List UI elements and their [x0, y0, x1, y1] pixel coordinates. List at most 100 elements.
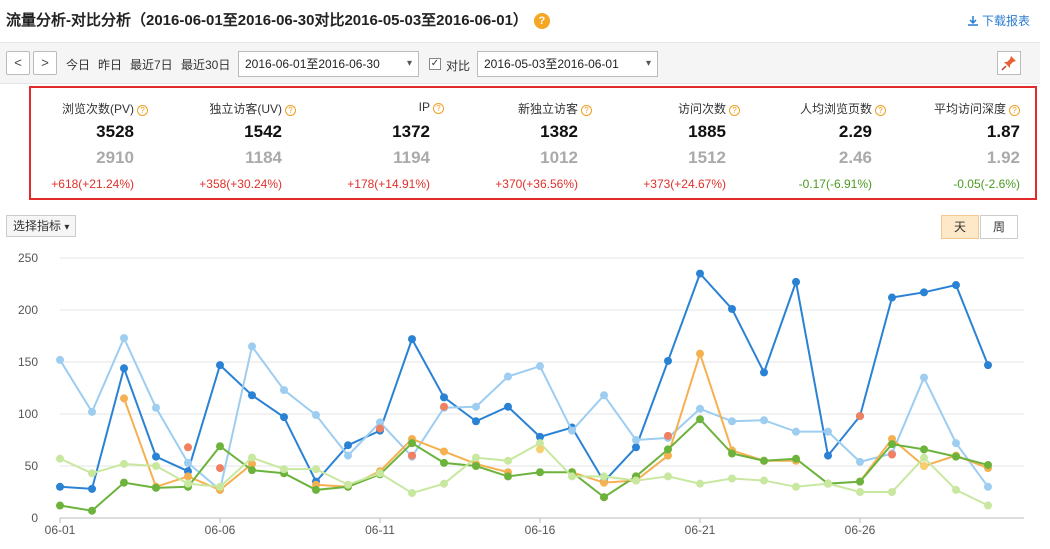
series-5-point [888, 488, 896, 496]
series-2-point [856, 412, 864, 421]
series-5-point [536, 439, 544, 448]
chevron-down-icon: ▾ [645, 58, 651, 69]
date-toolbar: < > 今日 昨日 最近7日 最近30日 2016-06-01至2016-06-… [0, 42, 1040, 84]
metric-label: 访问次数? [678, 100, 740, 117]
x-tick-label: 06-16 [525, 523, 556, 537]
series-5-point [248, 453, 256, 462]
pin-icon [1001, 56, 1016, 71]
help-icon[interactable]: ? [875, 105, 886, 116]
metric-previous-value: 1184 [245, 148, 282, 167]
series-0-point [248, 391, 256, 400]
download-report-link[interactable]: 下载报表 [967, 12, 1030, 29]
y-tick-label: 150 [18, 355, 38, 369]
metric-current-value: 1885 [688, 122, 726, 141]
series-3-point [696, 349, 704, 358]
series-1-point [120, 334, 128, 343]
series-2-point [888, 450, 896, 459]
help-icon[interactable]: ? [137, 105, 148, 116]
series-5-point [376, 469, 384, 478]
granularity-week-button[interactable]: 周 [980, 215, 1018, 239]
metric-change: +358(+30.24%) [199, 177, 282, 191]
quick-range-30days[interactable]: 最近30日 [181, 58, 231, 72]
series-0-point [536, 432, 544, 441]
metric-change: +373(+24.67%) [643, 177, 726, 191]
series-0-point [824, 451, 832, 460]
series-6-point [536, 445, 544, 454]
x-tick-label: 06-21 [685, 523, 716, 537]
series-0-point [984, 361, 992, 370]
series-5-point [88, 469, 96, 478]
series-1-point [728, 417, 736, 426]
metric-current-value: 1382 [540, 122, 578, 141]
metric-visit-depth: 平均访问深度? 1.87 1.92 -0.05(-2.6%) [886, 88, 1034, 198]
help-icon[interactable]: ? [533, 13, 550, 29]
series-0-point [88, 484, 96, 493]
series-1-point [184, 458, 192, 467]
help-icon[interactable]: ? [1009, 105, 1020, 116]
series-5-point [920, 453, 928, 462]
x-tick-label: 06-11 [365, 523, 395, 537]
series-0-point [728, 304, 736, 313]
compare-label: 对比 [446, 59, 471, 73]
series-5-point [56, 454, 64, 463]
date-range-select[interactable]: 2016-06-01至2016-06-30 ▾ [238, 51, 419, 77]
help-icon[interactable]: ? [729, 105, 740, 116]
series-1-point [376, 418, 384, 427]
series-4-point [56, 501, 64, 510]
metric-previous-value: 1.92 [986, 148, 1020, 167]
series-1-point [248, 342, 256, 351]
series-5-point [120, 459, 128, 468]
series-4-point [312, 485, 320, 494]
series-1-point [824, 427, 832, 436]
help-icon[interactable]: ? [285, 105, 296, 116]
x-tick-label: 06-01 [45, 523, 76, 537]
page-title: 流量分析-对比分析（2016-06-01至2016-06-30对比2016-05… [6, 9, 550, 30]
quick-range-7days[interactable]: 最近7日 [130, 58, 173, 72]
download-label: 下载报表 [981, 14, 1030, 28]
metric-label: 平均访问深度? [934, 100, 1020, 117]
series-1-point [280, 386, 288, 395]
metric-current-value: 3528 [96, 122, 134, 141]
series-0-point [440, 393, 448, 402]
pin-button[interactable] [997, 51, 1021, 75]
metric-current-value: 1.87 [986, 122, 1020, 141]
series-4-point [504, 472, 512, 481]
series-2-point [408, 451, 416, 460]
metric-visits: 访问次数? 1885 1512 +373(+24.67%) [592, 88, 740, 198]
page-title-text: 流量分析-对比分析（2016-06-01至2016-06-30对比2016-05… [6, 12, 528, 29]
select-indicator-dropdown[interactable]: 选择指标 ▾ [6, 215, 77, 237]
metric-label: 独立访客(UV)? [209, 100, 296, 117]
prev-period-button[interactable]: < [6, 51, 30, 75]
metric-previous-value: 1012 [540, 148, 578, 167]
series-0-point [696, 269, 704, 278]
series-1-point [984, 482, 992, 491]
series-2-point [440, 402, 448, 411]
chevron-down-icon: ▾ [406, 58, 412, 69]
series-4-point [856, 477, 864, 486]
series-5-point [792, 482, 800, 491]
quick-range-today[interactable]: 今日 [66, 58, 91, 72]
series-5-point [600, 472, 608, 481]
metric-label: IP? [419, 100, 444, 114]
y-tick-label: 250 [18, 251, 38, 265]
series-4-point [440, 458, 448, 467]
y-tick-label: 200 [18, 303, 38, 317]
series-4-point [696, 415, 704, 424]
metric-previous-value: 2.46 [838, 148, 872, 167]
date-range-value: 2016-06-01至2016-06-30 [245, 57, 380, 71]
help-icon[interactable]: ? [581, 105, 592, 116]
series-4-point [952, 452, 960, 461]
series-0-point [888, 293, 896, 302]
compare-checkbox[interactable]: ✓ [429, 58, 441, 70]
next-period-button[interactable]: > [33, 51, 57, 75]
series-3-point [184, 472, 192, 481]
series-4-point [408, 439, 416, 448]
granularity-day-button[interactable]: 天 [941, 215, 979, 239]
metric-label: 浏览次数(PV)? [62, 100, 148, 117]
download-icon [967, 16, 978, 26]
metric-pages-per-visitor: 人均浏览页数? 2.29 2.46 -0.17(-6.91%) [740, 88, 886, 198]
compare-range-select[interactable]: 2016-05-03至2016-06-01 ▾ [477, 51, 658, 77]
y-tick-label: 50 [25, 459, 39, 473]
quick-range-yesterday[interactable]: 昨日 [98, 58, 123, 72]
help-icon[interactable]: ? [433, 103, 444, 114]
